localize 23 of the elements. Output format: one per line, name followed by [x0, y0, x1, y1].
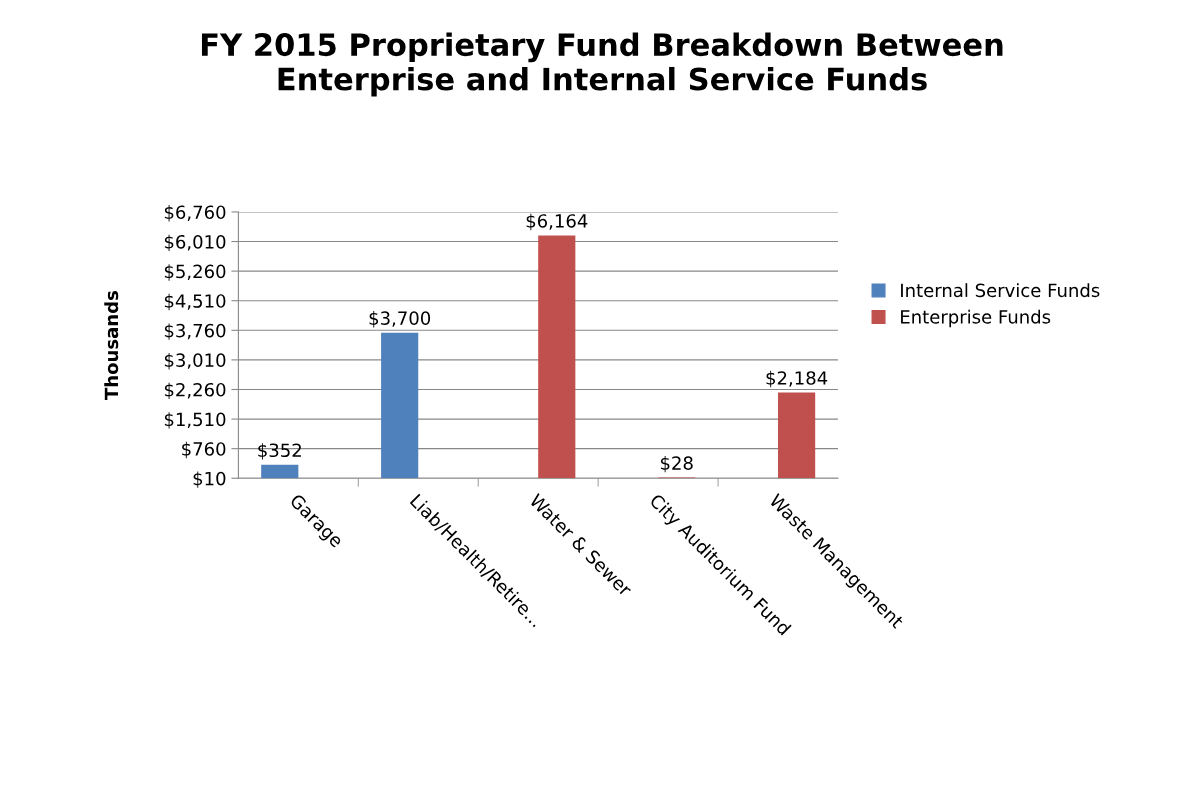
y-tick-label: $1,510 — [164, 412, 226, 429]
legend-label: Internal Service Funds — [901, 283, 1100, 298]
y-axis-title: Thousands — [104, 291, 119, 400]
bar — [381, 332, 419, 479]
y-tick-label: $4,510 — [164, 293, 226, 311]
bar — [261, 464, 299, 479]
data-label: $2,184 — [766, 370, 828, 388]
data-label: $6,164 — [526, 213, 588, 231]
legend-label: Enterprise Funds — [901, 309, 1051, 328]
y-tick-label: $3,010 — [164, 353, 226, 370]
data-label: $28 — [660, 455, 693, 473]
y-tick-label: $3,760 — [164, 323, 226, 340]
bar — [538, 235, 576, 479]
bar — [778, 392, 816, 479]
y-tick-label: $2,260 — [164, 382, 226, 399]
y-tick-label: $6,760 — [164, 205, 226, 222]
y-tick-label: $10 — [193, 471, 226, 488]
y-tick-label: $760 — [182, 441, 226, 459]
chart-title: FY 2015 Proprietary Fund Breakdown Between Enterprise and Internal Service Funds — [201, 32, 1003, 97]
data-label: $352 — [258, 443, 301, 460]
y-tick-label: $5,260 — [164, 264, 226, 281]
data-label: $3,700 — [369, 311, 431, 328]
y-tick-label: $6,010 — [164, 234, 226, 252]
